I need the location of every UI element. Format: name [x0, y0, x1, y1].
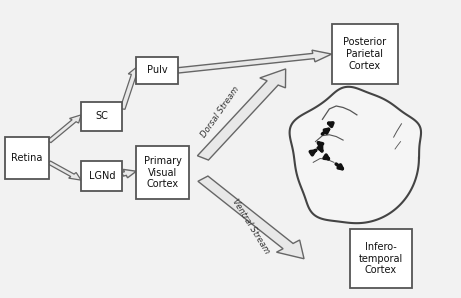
Text: Dorsal Stream: Dorsal Stream: [200, 85, 241, 139]
Text: Infero-
temporal
Cortex: Infero- temporal Cortex: [359, 242, 403, 275]
Polygon shape: [120, 67, 140, 109]
Polygon shape: [197, 69, 286, 160]
Text: Posterior
Parietal
Cortex: Posterior Parietal Cortex: [343, 38, 386, 71]
Bar: [136, 57, 177, 84]
Text: LGNd: LGNd: [89, 171, 115, 181]
Text: Primary
Visual
Cortex: Primary Visual Cortex: [144, 156, 182, 189]
Bar: [331, 24, 398, 84]
Text: Ventral Stream: Ventral Stream: [230, 197, 272, 255]
Polygon shape: [122, 169, 136, 178]
Bar: [350, 229, 412, 288]
Polygon shape: [47, 161, 81, 180]
Polygon shape: [47, 115, 81, 142]
Polygon shape: [177, 50, 331, 73]
Text: Retina: Retina: [12, 153, 43, 163]
Bar: [136, 146, 189, 199]
Text: SC: SC: [95, 111, 108, 121]
Polygon shape: [198, 176, 304, 259]
Bar: [5, 137, 49, 179]
Text: Pulv: Pulv: [147, 65, 167, 75]
Bar: [81, 102, 123, 131]
Polygon shape: [290, 87, 421, 223]
Bar: [81, 161, 123, 190]
